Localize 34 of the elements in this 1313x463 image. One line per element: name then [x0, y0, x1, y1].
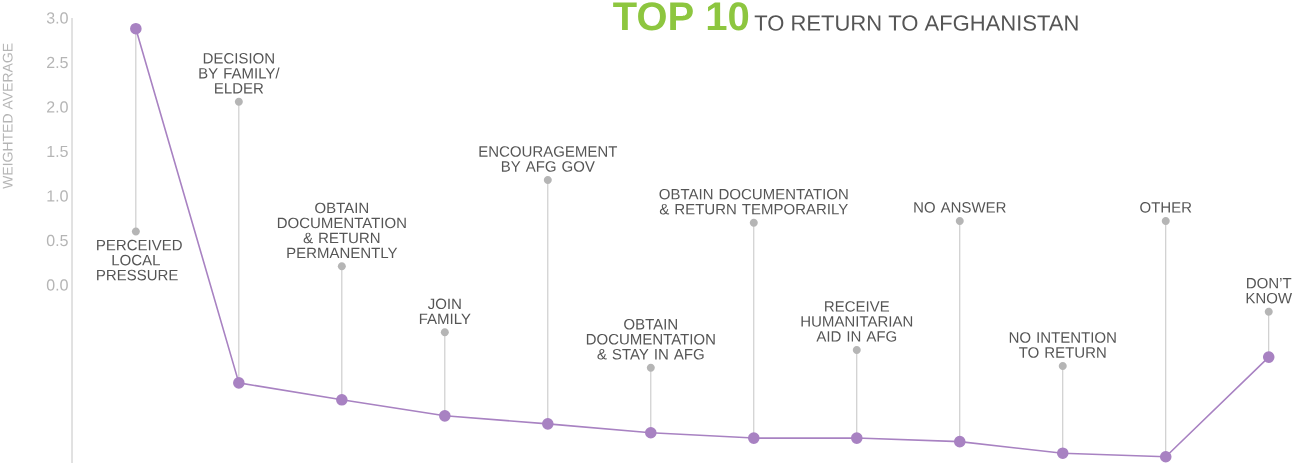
- x-tick-label: RECEIVE HUMANITARIAN AID IN AFG: [801, 301, 913, 342]
- y-tick-label: 2.0: [47, 101, 68, 113]
- point: [850, 432, 863, 444]
- y-tick-label: 0.0: [46, 279, 68, 291]
- point: [645, 426, 657, 439]
- x-tick-label: NO INTENTION TO RETURN: [1009, 332, 1116, 358]
- y-tick-label: 0.5: [46, 234, 68, 247]
- point: [953, 435, 966, 448]
- point: [542, 418, 554, 430]
- x-tick-label: JOIN FAMILY: [419, 298, 471, 324]
- point: [747, 432, 760, 444]
- chart-title: TOP 10: [613, 2, 749, 31]
- y-tick-label: 3.0: [46, 12, 68, 24]
- point: [439, 410, 451, 422]
- point: [130, 22, 142, 35]
- x-tick-label: OBTAIN DOCUMENTATION & STAY IN AFG: [586, 318, 715, 360]
- point: [336, 394, 348, 406]
- x-tick-label: NO ANSWER: [914, 202, 1006, 213]
- x-tick-label: ENCOURAGEMENT BY AFG GOV: [479, 146, 618, 172]
- x-tick-label: OBTAIN DOCUMENTATION & RETURN TEMPORARILY: [659, 188, 848, 215]
- x-tick-label: OBTAIN DOCUMENTATION & RETURN PERMANENTLY: [277, 202, 406, 259]
- point: [1159, 450, 1172, 463]
- y-axis-title: WEIGHTED AVERAGE: [2, 43, 13, 189]
- y-tick-label: 2.5: [47, 56, 68, 69]
- point: [1262, 351, 1275, 363]
- x-tick-label: DON’T KNOW: [1246, 277, 1293, 304]
- x-tick-label: PERCEIVED LOCAL PRESSURE: [97, 239, 182, 281]
- point: [1056, 447, 1069, 460]
- chart-subtitle: TO RETURN TO AFGHANISTAN: [754, 15, 1078, 31]
- y-tick-label: 1.5: [47, 145, 68, 158]
- y-tick-label: 1.0: [47, 190, 68, 202]
- x-tick-label: DECISION BY FAMILY/ ELDER: [199, 52, 280, 94]
- point: [233, 377, 245, 389]
- x-tick-label: OTHER: [1140, 202, 1192, 213]
